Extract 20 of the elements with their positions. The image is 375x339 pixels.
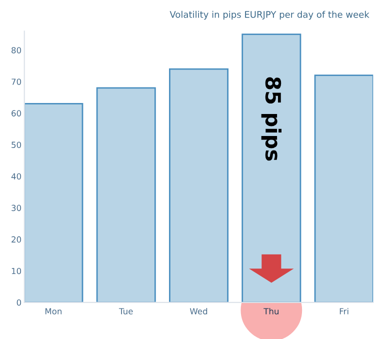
chart-title: Volatility in pips EURJPY per day of the week	[170, 10, 370, 20]
y-tick-label: 50	[12, 142, 22, 148]
y-tick-label: 60	[12, 110, 22, 116]
y-tick-label: 30	[12, 204, 22, 212]
x-tick-label: Fri	[340, 308, 348, 314]
y-tick-label: 40	[11, 173, 22, 180]
y-tick-label: 10	[12, 268, 22, 274]
bar	[24, 103, 84, 302]
x-tick-label: Thu	[264, 308, 278, 314]
x-tick-label: Mon	[45, 308, 62, 314]
bar	[168, 68, 229, 302]
y-tick-label: 0	[16, 299, 22, 306]
bar	[314, 74, 374, 302]
y-tick-label: 20	[12, 236, 22, 243]
bar	[96, 87, 156, 302]
y-tick-label: 70	[12, 78, 22, 85]
annotation: 85 pips	[261, 77, 282, 161]
x-tick-label: Wed	[190, 308, 208, 314]
x-tick-label: Tue	[118, 308, 133, 314]
y-tick-label: 80	[12, 47, 22, 54]
